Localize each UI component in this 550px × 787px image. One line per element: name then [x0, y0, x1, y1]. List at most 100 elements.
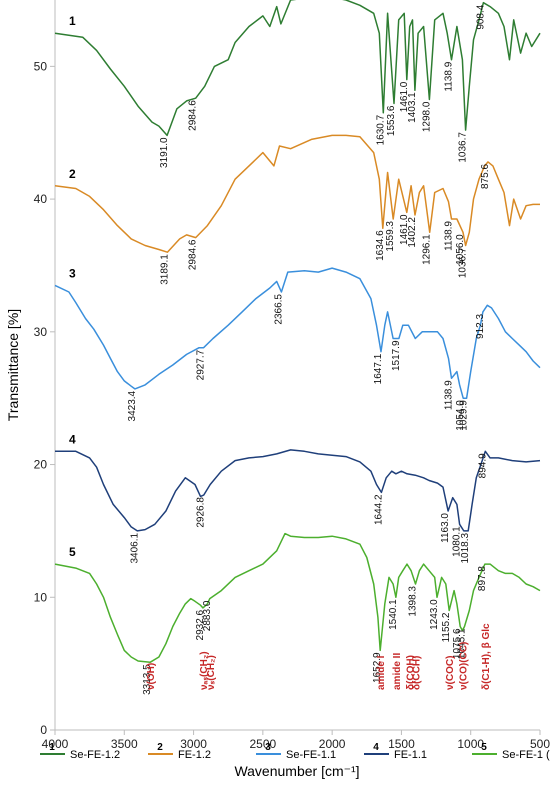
x-tick-label: 2500 — [250, 737, 277, 751]
x-axis-title: Wavenumber [cm⁻¹] — [234, 763, 359, 779]
legend-number: 4 — [373, 742, 379, 753]
peak-label: 1553.6 — [386, 105, 397, 136]
band-annotation: amide II — [392, 653, 403, 690]
peak-label: 908.4 — [475, 4, 486, 29]
band-annotations: ν(OH) νₐₛ(CH₂)νₛ(CH₂) amide I amide II δ(COH… — [146, 623, 492, 690]
peak-label: 2932.6 — [195, 609, 206, 640]
y-tick-label: 50 — [34, 59, 48, 73]
peak-label: 894.9 — [477, 453, 488, 478]
legend-number: 3 — [265, 742, 271, 753]
legend-label: Se-FE-1.2 — [70, 749, 120, 761]
peak-label: 1652.9 — [372, 652, 383, 683]
legend-number: 5 — [481, 742, 487, 753]
peak-label: 1634.6 — [375, 230, 386, 261]
series-number: 3 — [69, 266, 76, 280]
band-annotation: δ(C1-H), β Glc — [481, 623, 492, 690]
peak-label: 1647.1 — [373, 353, 384, 384]
band-annotation: νₐₛ(CH₂) — [199, 651, 210, 690]
legend-label: FE-1.2 — [178, 749, 211, 761]
peak-label: 3406.1 — [129, 532, 140, 563]
band-annotation: amide I — [376, 655, 387, 690]
x-tick-label: 500 — [530, 737, 550, 751]
series-line-2 — [54, 134, 540, 253]
legend-number: 1 — [49, 742, 55, 753]
peak-label: 1630.7 — [375, 114, 386, 145]
peak-label: 1559.3 — [385, 221, 396, 252]
peak-label: 2926.8 — [196, 497, 207, 528]
band-annotation: ν(COC) — [445, 656, 456, 690]
peak-label: 1461.0 — [399, 214, 410, 245]
peak-label: 1298.0 — [421, 101, 432, 132]
legend: 1 Se-FE-1.2 2 FE-1.2 3 Se-FE-1.1 4 FE-1.1 5 Se-FE… — [40, 742, 550, 761]
series-number: 5 — [69, 545, 76, 559]
peak-label: 1461.0 — [399, 81, 410, 112]
peak-label: 1644.2 — [373, 494, 384, 525]
series-layer: 1 2 3 4 5 — [54, 0, 541, 664]
peak-label: 1036.7 — [458, 247, 469, 278]
x-tick-label: 1000 — [457, 737, 484, 751]
series-line-3 — [54, 267, 541, 399]
peak-label: 1402.2 — [407, 217, 418, 248]
x-tick-label: 2000 — [319, 737, 346, 751]
peak-label: 875.6 — [480, 163, 491, 188]
peak-label: 1517.9 — [391, 340, 402, 371]
peak-label: 2984.6 — [188, 100, 199, 131]
peak-label: 1054.0 — [455, 400, 466, 431]
x-tick-label: 3500 — [111, 737, 138, 751]
peak-label: 897.8 — [477, 566, 488, 591]
peak-label: 1398.3 — [408, 586, 419, 617]
peak-label: 1163.0 — [440, 513, 451, 543]
legend-label: FE-1.1 — [394, 749, 427, 761]
series-number: 1 — [69, 14, 76, 28]
y-tick-labels: 0 10 20 30 40 50 — [34, 59, 55, 737]
x-tick-label: 4000 — [42, 737, 69, 751]
peak-label: 1018.3 — [460, 532, 471, 563]
y-tick-label: 0 — [40, 723, 47, 737]
band-annotation: δ(COH) — [406, 655, 417, 690]
peak-label: 3313.5 — [142, 664, 153, 695]
peak-label: 1080.1 — [452, 526, 463, 557]
legend-label: Se-FE-1 (crude) — [502, 749, 550, 761]
y-tick-label: 10 — [34, 590, 48, 604]
peak-label: 2984.6 — [188, 239, 199, 270]
peak-label: 1029.9 — [459, 400, 470, 431]
peak-label: 1138.9 — [443, 61, 454, 91]
peak-label: 912.3 — [475, 313, 486, 338]
series-line-5 — [54, 532, 541, 664]
legend-label: Se-FE-1.1 — [286, 749, 336, 761]
y-axis-title: Transmittance [%] — [5, 309, 21, 421]
peak-label: 3423.4 — [127, 390, 138, 421]
series-number: 4 — [69, 432, 76, 446]
x-tick-labels: 4000 3500 3000 2500 2000 1500 1000 500 — [42, 730, 550, 751]
peak-label: 2927.7 — [196, 349, 207, 380]
y-tick-label: 40 — [34, 192, 48, 206]
band-annotation: ν(OH) — [146, 663, 157, 690]
y-tick-label: 30 — [34, 325, 48, 339]
series-number: 2 — [69, 167, 76, 181]
peak-label: 1045.1 — [456, 628, 467, 659]
peak-label: 1056.0 — [455, 234, 466, 265]
band-annotation: ν(CO)(CC) — [458, 642, 469, 690]
peak-label: 2883.0 — [202, 600, 213, 631]
peak-label: 1138.9 — [443, 380, 454, 410]
peak-label: 1155.2 — [441, 612, 452, 642]
peak-label: 1138.9 — [443, 221, 454, 251]
peak-label: 1243.0 — [429, 599, 440, 630]
peak-label: 3191.0 — [159, 137, 170, 168]
series-line-1 — [54, 0, 541, 137]
band-annotation: δ(CCH) — [412, 656, 423, 690]
peak-label: 3189.1 — [159, 254, 170, 285]
y-tick-label: 20 — [34, 458, 48, 472]
legend-number: 2 — [157, 742, 163, 753]
peak-label: 1540.1 — [388, 599, 399, 630]
peak-label: 2366.5 — [273, 294, 284, 325]
x-tick-label: 1500 — [388, 737, 415, 751]
x-tick-label: 3000 — [180, 737, 207, 751]
peak-label: 1403.1 — [407, 92, 418, 123]
series-line-4 — [55, 449, 541, 532]
peak-label: 1036.7 — [458, 132, 469, 163]
band-annotation: νₛ(CH₂) — [206, 655, 217, 690]
peak-label: 1296.1 — [422, 234, 433, 265]
